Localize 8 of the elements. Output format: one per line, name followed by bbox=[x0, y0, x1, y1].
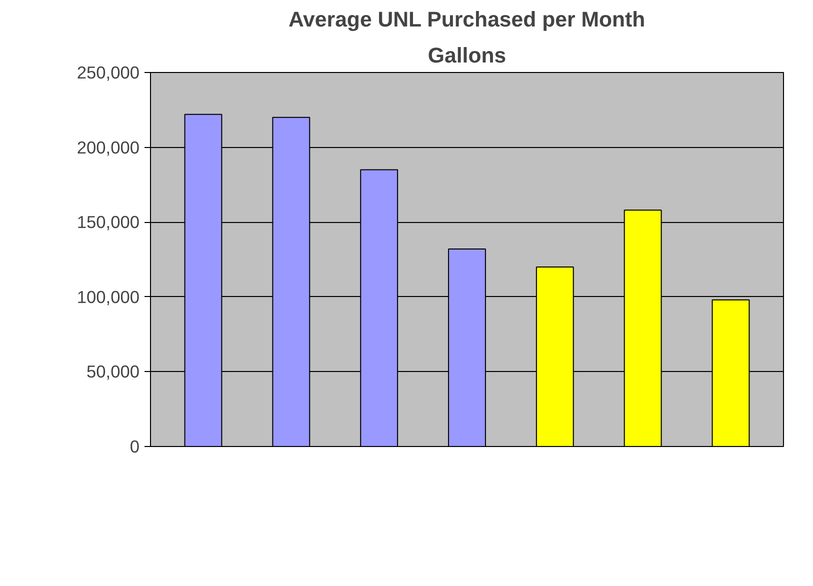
y-tick-label: 200,000 bbox=[76, 137, 140, 158]
y-tick-label: 150,000 bbox=[76, 212, 140, 232]
y-tick-label: 100,000 bbox=[76, 286, 140, 307]
y-tick-label: 0 bbox=[130, 436, 140, 456]
y-tick-label: 250,000 bbox=[76, 62, 140, 82]
chart-title: Average UNL Purchased per Month bbox=[288, 8, 646, 32]
y-tick-label: 50,000 bbox=[86, 362, 140, 382]
chart-subtitle: Gallons bbox=[428, 44, 506, 68]
